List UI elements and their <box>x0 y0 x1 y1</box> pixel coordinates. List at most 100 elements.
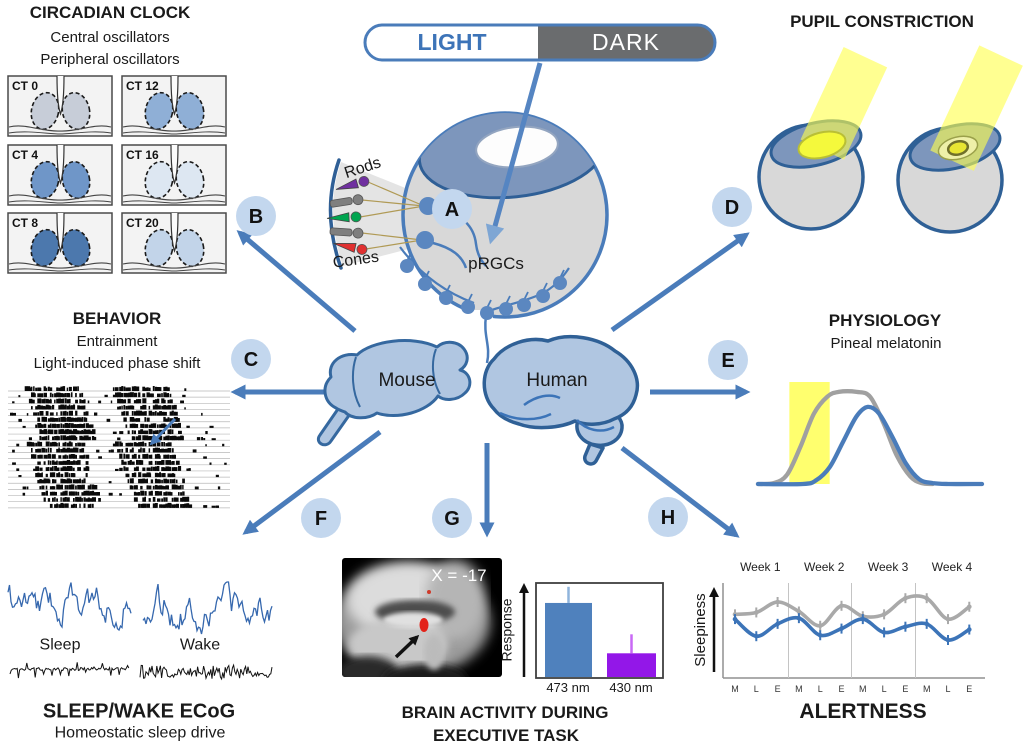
physiology-subtitle-1: Pineal melatonin <box>830 335 942 353</box>
light-to-eye-arrow <box>485 62 543 245</box>
cone-icon <box>333 242 368 255</box>
svg-text:CT 4: CT 4 <box>12 148 38 162</box>
mouse-brainstem <box>316 407 352 447</box>
ecog-subtitle: Homeostatic sleep drive <box>54 724 226 742</box>
constricted-eye <box>896 45 1023 234</box>
scn-panel: CT 20 <box>121 212 227 274</box>
time-of-day-tick: M <box>923 684 931 694</box>
fmri-activation-dot <box>427 590 431 594</box>
time-of-day-tick: M <box>859 684 867 694</box>
hub-letters: A B C D E F G H <box>231 187 752 538</box>
mouse-brain <box>316 339 472 447</box>
bar-473nm <box>545 602 592 677</box>
retina-arc <box>328 158 343 270</box>
prgc-dot <box>536 289 550 303</box>
time-of-day-tick: L <box>818 684 823 694</box>
bar-430nm <box>607 653 656 677</box>
light-label: LIGHT <box>417 28 487 55</box>
ecog-trace <box>142 581 273 635</box>
scn-panel: CT 0 <box>7 75 113 137</box>
dark-label: DARK <box>592 28 660 55</box>
ecog-traces <box>7 581 273 681</box>
svg-text:A: A <box>445 199 459 221</box>
arrow-h <box>620 446 740 538</box>
svg-text:H: H <box>661 507 675 529</box>
time-of-day-tick: L <box>945 684 950 694</box>
hub-arrows <box>230 62 751 538</box>
actogram <box>8 386 230 509</box>
response-axis-label: Response <box>498 598 515 662</box>
time-of-day-tick: E <box>966 684 972 694</box>
brain-activity-title-2: EXECUTIVE TASK <box>432 726 580 746</box>
photoreceptors <box>326 176 487 269</box>
prgc-dot <box>439 291 453 305</box>
prgc-dot <box>517 298 531 312</box>
alertness-title: ALERTNESS <box>799 699 927 723</box>
time-of-day-tick: L <box>882 684 887 694</box>
time-of-day-tick: M <box>795 684 803 694</box>
prgcs-label: pRGCs <box>468 254 524 274</box>
hub-E: E <box>708 340 748 380</box>
alertness-chart: Week 1 Week 2 Week 3 Week 4 M L E M L E M L E M L E <box>709 560 985 694</box>
melatonin-baseline-gray-curve <box>755 389 935 487</box>
arrow-d <box>610 232 750 333</box>
scn-panel-grid: CT 0 CT 12 CT 4 CT 16 CT 8 CT 20 <box>7 75 227 274</box>
pupil-constriction-eyes <box>757 45 1023 234</box>
hub-D: D <box>712 187 752 227</box>
time-of-day-tick: E <box>838 684 844 694</box>
emg-trace <box>9 662 130 679</box>
human-brainstem <box>582 442 605 466</box>
svg-text:CT 0: CT 0 <box>12 79 38 93</box>
hub-H: H <box>648 497 688 537</box>
receptor-connector <box>361 199 425 207</box>
mouse-label: Mouse <box>378 370 436 392</box>
melatonin-plot <box>755 382 985 487</box>
time-of-day-tick: L <box>754 684 759 694</box>
svg-text:G: G <box>444 508 460 530</box>
hub-A: A <box>432 189 472 229</box>
prgc-dot <box>553 276 567 290</box>
hub-C: C <box>231 339 271 379</box>
scn-panel: CT 12 <box>121 75 227 137</box>
svg-text:CT 12: CT 12 <box>126 79 159 93</box>
prgc-dot <box>480 306 494 320</box>
prgc-dot <box>461 300 475 314</box>
bar-category-430nm: 430 nm <box>609 680 653 696</box>
constricted-pupil <box>946 139 970 157</box>
behavior-title: BEHAVIOR <box>72 309 162 329</box>
svg-text:CT 16: CT 16 <box>126 148 159 162</box>
svg-text:E: E <box>721 350 734 372</box>
dark-segment <box>538 25 715 60</box>
receptor-connector <box>359 205 425 218</box>
pupil-title: PUPIL CONSTRICTION <box>790 12 974 32</box>
cone-icon <box>326 211 362 223</box>
circadian-subtitle-2: Peripheral oscillators <box>40 51 180 69</box>
prgc-dot <box>499 302 513 316</box>
light-dark-bar <box>363 23 717 62</box>
cone-icon <box>335 176 370 190</box>
week-label: Week 1 <box>740 560 781 574</box>
sleep-trace-label: Sleep <box>39 636 81 654</box>
svg-text:CT 8: CT 8 <box>12 216 38 230</box>
circadian-subtitle-1: Central oscillators <box>50 29 170 47</box>
mri-coordinate-label: X = -17 <box>431 566 487 586</box>
emg-trace <box>139 663 273 681</box>
scn-panel: CT 8 <box>7 212 113 274</box>
response-bar-chart <box>519 582 664 679</box>
rod-icon <box>329 227 364 239</box>
dilated-pupil <box>797 130 847 160</box>
scn-panel: CT 16 <box>121 144 227 206</box>
circadian-title: CIRCADIAN CLOCK <box>29 3 191 23</box>
week-label: Week 2 <box>804 560 845 574</box>
sleepiness-axis-label: Sleepiness <box>692 593 710 667</box>
optic-nerve <box>484 315 490 364</box>
wake-trace-label: Wake <box>179 636 221 654</box>
rod-icon <box>329 194 364 208</box>
time-of-day-tick: M <box>731 684 739 694</box>
physiology-title: PHYSIOLOGY <box>828 311 942 331</box>
svg-text:F: F <box>315 508 327 530</box>
mri-image <box>342 558 502 677</box>
hub-F: F <box>301 498 341 538</box>
prgc-dot <box>418 277 432 291</box>
